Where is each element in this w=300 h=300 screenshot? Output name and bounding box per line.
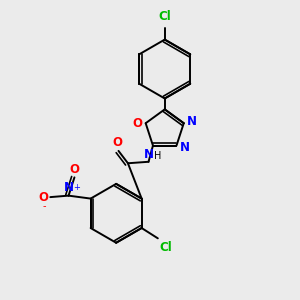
Text: Cl: Cl bbox=[158, 11, 171, 23]
Text: N: N bbox=[143, 148, 154, 160]
Text: O: O bbox=[39, 190, 49, 204]
Text: O: O bbox=[69, 163, 80, 176]
Text: O: O bbox=[133, 117, 143, 130]
Text: Cl: Cl bbox=[159, 241, 172, 254]
Text: +: + bbox=[73, 182, 80, 191]
Text: N: N bbox=[64, 182, 74, 194]
Text: N: N bbox=[187, 115, 197, 128]
Text: N: N bbox=[179, 141, 189, 154]
Text: H: H bbox=[154, 151, 162, 161]
Text: O: O bbox=[112, 136, 122, 149]
Text: -: - bbox=[42, 201, 46, 211]
